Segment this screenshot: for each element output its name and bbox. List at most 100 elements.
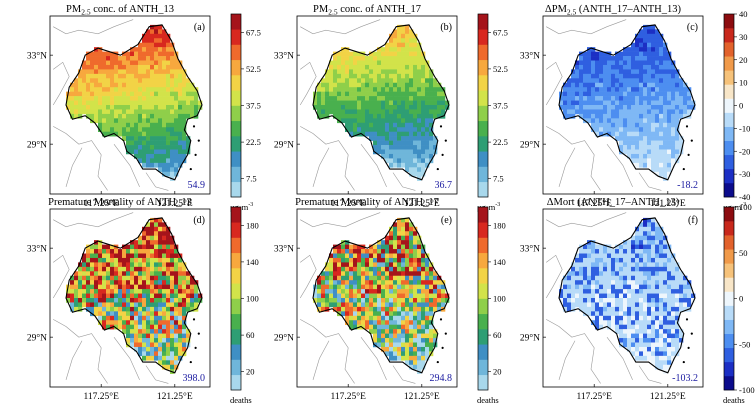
grid-cell xyxy=(122,78,127,84)
grid-cell xyxy=(393,235,398,241)
grid-cell xyxy=(409,145,414,150)
grid-cell xyxy=(321,87,326,92)
grid-cell xyxy=(373,109,378,115)
grid-cell xyxy=(373,315,378,321)
grid-cell xyxy=(126,266,131,272)
grid-cell xyxy=(571,289,576,294)
grid-cell xyxy=(174,315,179,321)
grid-cell xyxy=(627,338,632,343)
grid-cell xyxy=(110,73,115,79)
grid-cell xyxy=(433,275,438,281)
grid-cell xyxy=(417,171,422,177)
grid-cell xyxy=(631,351,636,357)
grid-cell xyxy=(381,64,386,70)
grid-cell xyxy=(643,346,648,352)
grid-cell xyxy=(393,38,398,43)
x-tick-label: 117.25°E xyxy=(331,391,367,402)
grid-cell xyxy=(114,271,119,277)
grid-cell xyxy=(607,275,612,281)
grid-cell xyxy=(599,262,604,268)
grid-cell xyxy=(170,311,175,317)
x-tick-label: 121.25°E xyxy=(650,198,686,209)
grid-cell xyxy=(663,293,668,299)
grid-cell xyxy=(74,271,79,277)
colorbar-tick-label: 37.5 xyxy=(246,101,261,111)
grid-cell xyxy=(333,271,338,277)
grid-cell xyxy=(337,289,342,294)
grid-cell xyxy=(623,244,628,250)
grid-cell xyxy=(389,153,394,159)
colorbar-tick-label: 140 xyxy=(493,257,506,267)
province-boundary xyxy=(558,147,576,187)
map-panel-e: Premature Mortality of ANTH_17(e)294.833… xyxy=(274,197,506,405)
grid-cell xyxy=(635,38,640,43)
grid-cell xyxy=(333,253,338,259)
grid-cell xyxy=(413,338,418,343)
grid-cell xyxy=(587,275,592,281)
grid-cell xyxy=(393,105,398,110)
grid-cell xyxy=(198,298,203,303)
grid-cell xyxy=(333,289,338,294)
grid-cell xyxy=(659,338,664,343)
grid-cell xyxy=(571,306,576,312)
grid-cell xyxy=(667,149,672,155)
grid-cell xyxy=(639,51,644,57)
grid-cell xyxy=(409,87,414,92)
grid-cell xyxy=(611,73,616,79)
grid-cell xyxy=(659,82,664,88)
grid-cell xyxy=(353,96,358,101)
colorbar-segment xyxy=(231,44,241,61)
grid-cell xyxy=(341,78,346,84)
grid-cell xyxy=(122,82,127,88)
grid-cell xyxy=(667,266,672,272)
grid-cell xyxy=(170,56,175,61)
grid-cell xyxy=(150,33,155,39)
grid-cell xyxy=(425,131,430,137)
grid-cell xyxy=(603,60,608,66)
grid-cell xyxy=(389,73,394,79)
grid-cell xyxy=(170,171,175,177)
grid-cell xyxy=(146,42,151,48)
grid-cell xyxy=(417,82,422,88)
grid-cell xyxy=(429,333,434,339)
grid-cell xyxy=(313,100,318,106)
grid-cell xyxy=(627,105,632,110)
grid-cell xyxy=(413,73,418,79)
grid-cell xyxy=(369,275,374,281)
grid-cell xyxy=(639,60,644,66)
grid-cell xyxy=(365,324,370,330)
grid-cell xyxy=(667,257,672,263)
island-dot xyxy=(436,360,439,364)
grid-cell xyxy=(587,73,592,79)
grid-cell xyxy=(401,24,406,30)
province-boundary xyxy=(145,172,169,191)
grid-cell xyxy=(166,56,171,61)
grid-cell xyxy=(114,127,119,132)
grid-cell xyxy=(150,231,155,236)
grid-cell xyxy=(373,324,378,330)
grid-cell xyxy=(170,333,175,339)
grid-cell xyxy=(639,78,644,84)
grid-cell xyxy=(611,266,616,272)
grid-cell xyxy=(142,118,147,124)
grid-cell xyxy=(607,320,612,325)
grid-cell xyxy=(325,113,330,119)
grid-cell xyxy=(162,262,167,268)
grid-cell xyxy=(599,118,604,124)
grid-cell xyxy=(357,73,362,79)
grid-cell xyxy=(190,289,195,294)
grid-cell xyxy=(349,87,354,92)
grid-cell xyxy=(138,342,143,348)
grid-cell xyxy=(651,333,656,339)
grid-cell xyxy=(94,262,99,268)
grid-cell xyxy=(623,311,628,317)
grid-cell xyxy=(381,342,386,348)
grid-cell xyxy=(663,249,668,254)
grid-cell xyxy=(353,51,358,57)
grid-cell xyxy=(595,96,600,101)
grid-cell xyxy=(341,56,346,61)
grid-cell xyxy=(118,122,123,128)
x-tick-label: 121.25°E xyxy=(650,391,686,402)
grid-cell xyxy=(162,311,167,317)
grid-cell xyxy=(409,82,414,88)
